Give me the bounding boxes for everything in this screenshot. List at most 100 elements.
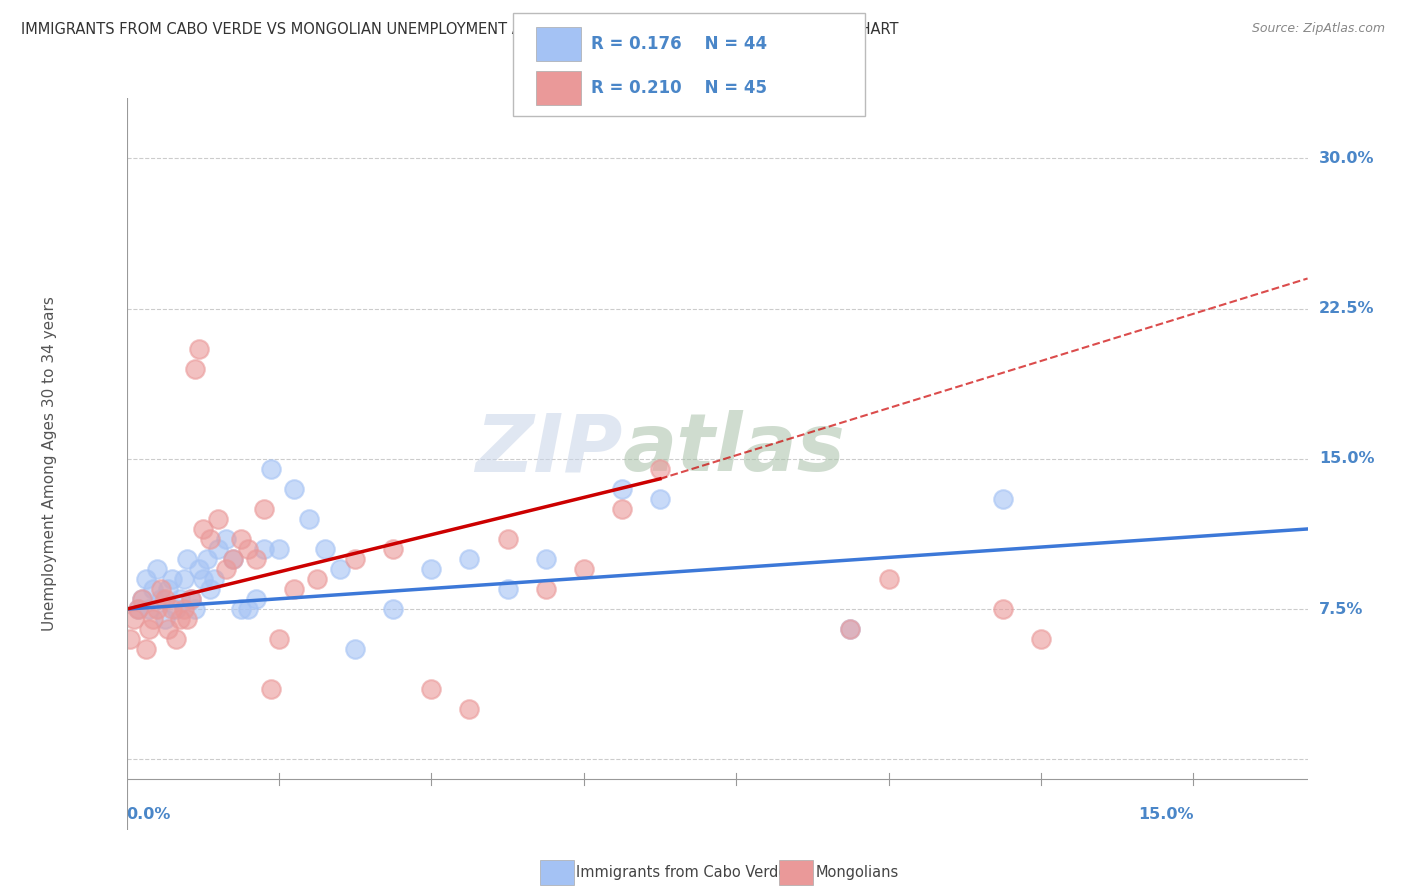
Point bbox=[245, 592, 267, 607]
Point bbox=[138, 602, 160, 616]
Point bbox=[127, 602, 149, 616]
Point bbox=[138, 622, 160, 636]
Point bbox=[253, 541, 276, 556]
Point bbox=[283, 582, 305, 596]
Point bbox=[173, 602, 195, 616]
Point bbox=[131, 592, 153, 607]
Point bbox=[142, 582, 165, 596]
Point bbox=[157, 582, 180, 596]
Text: 30.0%: 30.0% bbox=[1319, 151, 1374, 166]
Point bbox=[162, 602, 184, 616]
Point bbox=[127, 602, 149, 616]
Point bbox=[420, 562, 443, 576]
Point bbox=[149, 592, 172, 607]
Point bbox=[329, 562, 352, 576]
Point bbox=[382, 541, 405, 556]
Point bbox=[195, 552, 218, 566]
Point bbox=[458, 552, 481, 566]
Point bbox=[260, 682, 283, 697]
Point bbox=[180, 592, 202, 607]
Point bbox=[496, 532, 519, 546]
Point bbox=[207, 541, 229, 556]
Point bbox=[176, 612, 198, 626]
Point bbox=[238, 602, 260, 616]
Point bbox=[184, 602, 207, 616]
Text: Unemployment Among Ages 30 to 34 years: Unemployment Among Ages 30 to 34 years bbox=[42, 296, 58, 632]
Point bbox=[305, 572, 328, 586]
Text: Source: ZipAtlas.com: Source: ZipAtlas.com bbox=[1251, 22, 1385, 36]
Point bbox=[180, 592, 202, 607]
Point bbox=[572, 562, 595, 576]
Point bbox=[458, 702, 481, 716]
Point bbox=[420, 682, 443, 697]
Text: 15.0%: 15.0% bbox=[1137, 807, 1194, 822]
Point bbox=[839, 622, 862, 636]
Point bbox=[314, 541, 336, 556]
Point bbox=[496, 582, 519, 596]
Point bbox=[191, 572, 214, 586]
Point bbox=[648, 491, 671, 506]
Point bbox=[344, 552, 367, 566]
Point bbox=[191, 522, 214, 536]
Point bbox=[135, 642, 157, 657]
Point bbox=[245, 552, 267, 566]
Point bbox=[142, 612, 165, 626]
Point bbox=[214, 562, 236, 576]
Text: R = 0.210    N = 45: R = 0.210 N = 45 bbox=[591, 79, 766, 97]
Point bbox=[267, 632, 290, 647]
Point bbox=[991, 602, 1014, 616]
Point bbox=[877, 572, 900, 586]
Point bbox=[839, 622, 862, 636]
Point bbox=[648, 462, 671, 476]
Point bbox=[222, 552, 245, 566]
Point bbox=[149, 582, 172, 596]
Point bbox=[1029, 632, 1052, 647]
Point bbox=[253, 502, 276, 516]
Point bbox=[165, 632, 187, 647]
Point bbox=[534, 582, 557, 596]
Text: atlas: atlas bbox=[623, 410, 845, 488]
Text: R = 0.176    N = 44: R = 0.176 N = 44 bbox=[591, 35, 766, 53]
Point bbox=[207, 512, 229, 526]
Point bbox=[214, 532, 236, 546]
Point bbox=[153, 612, 176, 626]
Point bbox=[173, 572, 195, 586]
Point bbox=[534, 552, 557, 566]
Point bbox=[187, 342, 209, 356]
Point bbox=[283, 482, 305, 496]
Text: 15.0%: 15.0% bbox=[1319, 451, 1374, 467]
Point bbox=[229, 602, 252, 616]
Point bbox=[146, 562, 169, 576]
Point bbox=[610, 482, 633, 496]
Text: Immigrants from Cabo Verde: Immigrants from Cabo Verde bbox=[576, 865, 787, 880]
Point bbox=[120, 632, 142, 647]
Point bbox=[382, 602, 405, 616]
Point bbox=[610, 502, 633, 516]
Point bbox=[146, 602, 169, 616]
Text: IMMIGRANTS FROM CABO VERDE VS MONGOLIAN UNEMPLOYMENT AMONG AGES 30 TO 34 YEARS C: IMMIGRANTS FROM CABO VERDE VS MONGOLIAN … bbox=[21, 22, 898, 37]
Point bbox=[169, 612, 191, 626]
Text: 22.5%: 22.5% bbox=[1319, 301, 1374, 316]
Point bbox=[169, 592, 191, 607]
Point bbox=[344, 642, 367, 657]
Point bbox=[200, 582, 222, 596]
Point bbox=[153, 592, 176, 607]
Point bbox=[162, 572, 184, 586]
Point bbox=[131, 592, 153, 607]
Point bbox=[187, 562, 209, 576]
Point bbox=[229, 532, 252, 546]
Point bbox=[122, 612, 145, 626]
Text: 7.5%: 7.5% bbox=[1319, 601, 1362, 616]
Point bbox=[222, 552, 245, 566]
Point bbox=[238, 541, 260, 556]
Point bbox=[202, 572, 225, 586]
Point bbox=[200, 532, 222, 546]
Point bbox=[267, 541, 290, 556]
Point bbox=[991, 491, 1014, 506]
Point bbox=[165, 602, 187, 616]
Text: 0.0%: 0.0% bbox=[127, 807, 172, 822]
Point bbox=[135, 572, 157, 586]
Text: Mongolians: Mongolians bbox=[815, 865, 898, 880]
Point bbox=[176, 552, 198, 566]
Text: ZIP: ZIP bbox=[475, 410, 623, 488]
